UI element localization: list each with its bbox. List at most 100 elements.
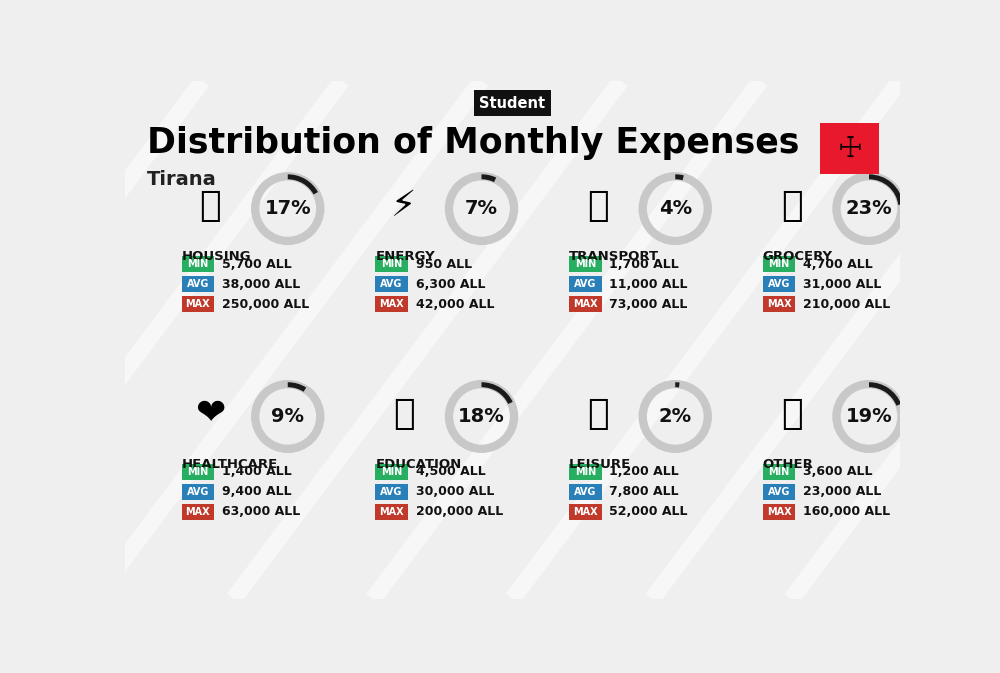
Text: MIN: MIN bbox=[768, 467, 790, 477]
Text: 30,000 ALL: 30,000 ALL bbox=[416, 485, 494, 499]
Text: EDUCATION: EDUCATION bbox=[375, 458, 462, 471]
FancyBboxPatch shape bbox=[375, 277, 408, 291]
Text: MAX: MAX bbox=[186, 299, 210, 309]
Text: 1,400 ALL: 1,400 ALL bbox=[222, 466, 292, 479]
Text: ⚡: ⚡ bbox=[391, 189, 417, 223]
Text: 17%: 17% bbox=[264, 199, 311, 218]
Text: 4,700 ALL: 4,700 ALL bbox=[803, 258, 873, 271]
FancyBboxPatch shape bbox=[569, 296, 602, 312]
Text: ENERGY: ENERGY bbox=[375, 250, 435, 263]
FancyBboxPatch shape bbox=[375, 256, 408, 272]
Wedge shape bbox=[288, 382, 306, 392]
Text: 💰: 💰 bbox=[781, 397, 802, 431]
Text: 23%: 23% bbox=[846, 199, 892, 218]
FancyBboxPatch shape bbox=[182, 485, 214, 499]
FancyBboxPatch shape bbox=[569, 485, 602, 499]
Text: 7,800 ALL: 7,800 ALL bbox=[609, 485, 679, 499]
Text: 160,000 ALL: 160,000 ALL bbox=[803, 505, 890, 518]
Wedge shape bbox=[869, 174, 903, 205]
Wedge shape bbox=[675, 174, 684, 180]
Text: GROCERY: GROCERY bbox=[763, 250, 833, 263]
FancyBboxPatch shape bbox=[763, 296, 795, 312]
Text: AVG: AVG bbox=[380, 487, 403, 497]
Text: 950 ALL: 950 ALL bbox=[416, 258, 472, 271]
Text: 11,000 ALL: 11,000 ALL bbox=[609, 277, 688, 291]
FancyBboxPatch shape bbox=[182, 504, 214, 520]
FancyBboxPatch shape bbox=[569, 464, 602, 480]
Wedge shape bbox=[869, 382, 901, 406]
FancyBboxPatch shape bbox=[763, 504, 795, 520]
Text: MAX: MAX bbox=[767, 299, 791, 309]
FancyBboxPatch shape bbox=[182, 296, 214, 312]
FancyBboxPatch shape bbox=[182, 277, 214, 291]
Text: MIN: MIN bbox=[575, 467, 596, 477]
Text: ❤: ❤ bbox=[195, 397, 225, 431]
Text: MIN: MIN bbox=[187, 467, 208, 477]
Text: 73,000 ALL: 73,000 ALL bbox=[609, 297, 688, 310]
Text: AVG: AVG bbox=[574, 279, 597, 289]
Text: Tirana: Tirana bbox=[147, 170, 216, 189]
Text: MAX: MAX bbox=[379, 299, 404, 309]
Text: ☩: ☩ bbox=[837, 135, 862, 162]
Text: 38,000 ALL: 38,000 ALL bbox=[222, 277, 300, 291]
Text: Student: Student bbox=[479, 96, 546, 110]
Text: MAX: MAX bbox=[379, 507, 404, 517]
FancyBboxPatch shape bbox=[375, 296, 408, 312]
FancyBboxPatch shape bbox=[763, 464, 795, 480]
Text: MAX: MAX bbox=[573, 299, 598, 309]
Text: 63,000 ALL: 63,000 ALL bbox=[222, 505, 300, 518]
Text: 3,600 ALL: 3,600 ALL bbox=[803, 466, 873, 479]
Text: 1,700 ALL: 1,700 ALL bbox=[609, 258, 679, 271]
FancyBboxPatch shape bbox=[820, 123, 879, 174]
Text: 210,000 ALL: 210,000 ALL bbox=[803, 297, 890, 310]
Text: 2%: 2% bbox=[659, 407, 692, 426]
Text: 🛍: 🛍 bbox=[587, 397, 609, 431]
FancyBboxPatch shape bbox=[182, 256, 214, 272]
Text: 9,400 ALL: 9,400 ALL bbox=[222, 485, 292, 499]
Text: MIN: MIN bbox=[381, 259, 402, 269]
Text: 🏢: 🏢 bbox=[199, 189, 221, 223]
Text: 4%: 4% bbox=[659, 199, 692, 218]
Text: 🎓: 🎓 bbox=[393, 397, 415, 431]
FancyBboxPatch shape bbox=[375, 464, 408, 480]
Text: 🚌: 🚌 bbox=[587, 189, 609, 223]
Text: MIN: MIN bbox=[768, 259, 790, 269]
FancyBboxPatch shape bbox=[375, 504, 408, 520]
FancyBboxPatch shape bbox=[569, 504, 602, 520]
Text: 250,000 ALL: 250,000 ALL bbox=[222, 297, 309, 310]
Text: AVG: AVG bbox=[380, 279, 403, 289]
Text: 6,300 ALL: 6,300 ALL bbox=[416, 277, 485, 291]
Wedge shape bbox=[482, 382, 513, 404]
FancyBboxPatch shape bbox=[569, 277, 602, 291]
Text: HEALTHCARE: HEALTHCARE bbox=[182, 458, 278, 471]
Text: 1,200 ALL: 1,200 ALL bbox=[609, 466, 679, 479]
Text: 4,500 ALL: 4,500 ALL bbox=[416, 466, 485, 479]
Text: AVG: AVG bbox=[574, 487, 597, 497]
Text: MAX: MAX bbox=[573, 507, 598, 517]
Text: MIN: MIN bbox=[187, 259, 208, 269]
FancyBboxPatch shape bbox=[375, 485, 408, 499]
Text: MIN: MIN bbox=[381, 467, 402, 477]
Text: 200,000 ALL: 200,000 ALL bbox=[416, 505, 503, 518]
FancyBboxPatch shape bbox=[763, 485, 795, 499]
Text: 7%: 7% bbox=[465, 199, 498, 218]
Text: 19%: 19% bbox=[846, 407, 892, 426]
Text: 🛍: 🛍 bbox=[781, 189, 802, 223]
Text: 18%: 18% bbox=[458, 407, 505, 426]
Text: AVG: AVG bbox=[187, 487, 209, 497]
Text: TRANSPORT: TRANSPORT bbox=[569, 250, 659, 263]
Text: MAX: MAX bbox=[186, 507, 210, 517]
Text: MAX: MAX bbox=[767, 507, 791, 517]
FancyBboxPatch shape bbox=[569, 256, 602, 272]
Text: 52,000 ALL: 52,000 ALL bbox=[609, 505, 688, 518]
Text: 42,000 ALL: 42,000 ALL bbox=[416, 297, 494, 310]
Text: AVG: AVG bbox=[187, 279, 209, 289]
FancyBboxPatch shape bbox=[763, 277, 795, 291]
Wedge shape bbox=[482, 174, 496, 182]
Text: HOUSING: HOUSING bbox=[182, 250, 251, 263]
Wedge shape bbox=[675, 382, 680, 388]
Wedge shape bbox=[288, 174, 318, 194]
Text: Distribution of Monthly Expenses: Distribution of Monthly Expenses bbox=[147, 126, 799, 160]
FancyBboxPatch shape bbox=[763, 256, 795, 272]
Text: MIN: MIN bbox=[575, 259, 596, 269]
